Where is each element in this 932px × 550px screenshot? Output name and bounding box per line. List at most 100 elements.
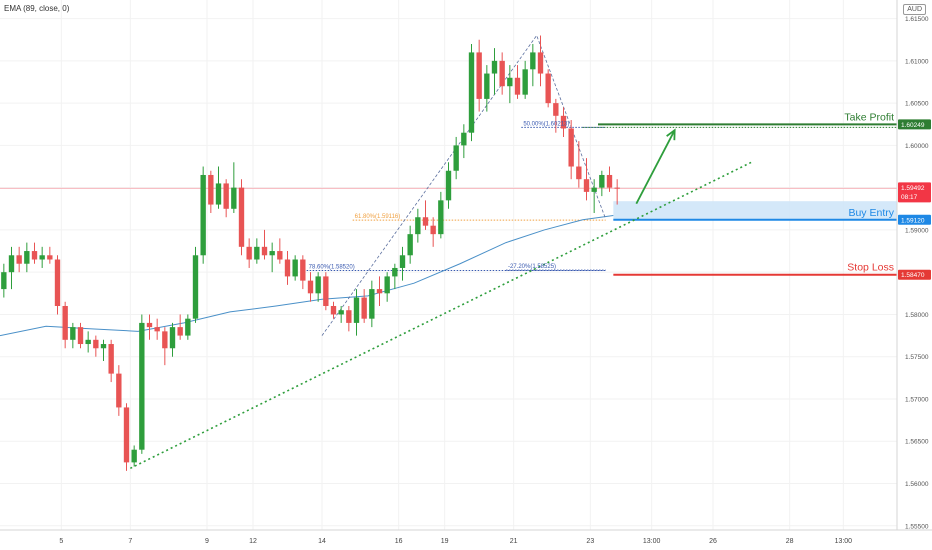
- price-axis[interactable]: 1.55500 1.56000 1.56500 1.57000 1.57500 1.580…: [896, 0, 932, 550]
- candle: [522, 60, 528, 99]
- current-price-tag: [898, 182, 931, 203]
- price-tick-label: 1.57500: [905, 354, 929, 361]
- trendline: [129, 161, 752, 470]
- arrow-shaft: [635, 129, 676, 205]
- overlay-lines: [0, 34, 752, 470]
- time-tick-label: 13:00: [835, 538, 853, 545]
- current-price-label: 1.59492: [901, 185, 925, 192]
- candle: [507, 65, 513, 104]
- candle: [330, 301, 337, 319]
- candle-body: [338, 310, 344, 315]
- candle: [376, 276, 383, 306]
- candle-body: [346, 310, 352, 323]
- candle-body: [223, 183, 229, 209]
- candle-body: [353, 297, 360, 323]
- candle: [537, 35, 544, 87]
- candle-body: [422, 217, 429, 226]
- candle-body: [484, 73, 490, 99]
- level-labels: 61.80%(1.59116) 78.60%(1.58520) 50.00%(1.6…: [309, 111, 895, 273]
- candle-body: [154, 327, 160, 332]
- candle: [62, 301, 68, 349]
- candle: [514, 65, 521, 99]
- candle: [284, 251, 291, 285]
- candle-body: [269, 251, 275, 256]
- fib-level-label: 78.60%(1.58520): [309, 264, 355, 270]
- candle-body: [238, 187, 245, 247]
- candles: [1, 35, 620, 471]
- price-tick-label: 1.60000: [905, 143, 929, 150]
- candle-body: [568, 128, 574, 167]
- trade-level-price-label: 1.59120: [901, 217, 925, 224]
- candle-body: [591, 187, 597, 192]
- candle: [591, 179, 597, 214]
- trade-level-price-tag: [898, 269, 931, 280]
- price-tick-label: 1.61000: [905, 58, 929, 65]
- candle-body: [1, 272, 7, 290]
- candle-body: [254, 246, 260, 260]
- candle: [131, 445, 137, 467]
- candle: [438, 191, 444, 239]
- currency-badge[interactable]: AUD: [903, 4, 926, 15]
- candle: [430, 217, 436, 247]
- buy-zone-rect: [613, 201, 897, 220]
- time-tick-label: 7: [128, 538, 132, 545]
- time-tick-label: 19: [441, 538, 449, 545]
- candle-body: [85, 339, 91, 345]
- candle-body: [70, 327, 76, 340]
- trade-level-price-label: 1.58470: [901, 272, 925, 279]
- candle-body: [123, 407, 130, 463]
- trade-level-price-label: 1.60249: [901, 122, 925, 129]
- candle-body: [277, 251, 283, 260]
- candle: [269, 242, 275, 273]
- candle-body: [169, 327, 176, 349]
- candle-body: [614, 187, 620, 189]
- candle: [169, 322, 176, 357]
- projection-arrow: [635, 128, 676, 205]
- time-tick-label: 23: [586, 538, 594, 545]
- time-axis[interactable]: 5 7 9 12 14 16 19 21 23 13:00 26 28 13:00: [0, 529, 932, 545]
- candle: [315, 272, 321, 302]
- candle-body: [284, 259, 291, 277]
- candle: [545, 69, 551, 108]
- candle-body: [491, 60, 498, 74]
- time-tick-label: 21: [510, 538, 518, 545]
- candle: [384, 272, 390, 302]
- candle: [139, 314, 145, 454]
- price-tick-label: 1.56000: [905, 481, 929, 488]
- price-tick-label: 1.57000: [905, 396, 929, 403]
- candle-body: [131, 449, 137, 463]
- indicator-legend[interactable]: EMA (89, close, 0): [4, 4, 70, 13]
- candle: [614, 179, 620, 205]
- candle-body: [530, 52, 536, 70]
- time-tick-label: 9: [205, 538, 209, 545]
- candle: [238, 179, 245, 256]
- time-tick-label: 14: [318, 538, 326, 545]
- candle: [123, 403, 130, 471]
- price-tick-label: 1.60500: [905, 101, 929, 108]
- price-tick-label: 1.55500: [905, 523, 929, 530]
- candle: [277, 238, 283, 264]
- candle-body: [162, 331, 168, 349]
- candle: [31, 242, 38, 264]
- candle-body: [200, 174, 206, 256]
- candle-body: [392, 267, 398, 277]
- candle-body: [24, 251, 30, 264]
- candle: [583, 158, 590, 201]
- candle-body: [560, 115, 567, 129]
- candle: [560, 107, 567, 137]
- candle-body: [438, 200, 444, 235]
- candle: [8, 246, 15, 290]
- trade-level-name: Take Profit: [844, 111, 894, 123]
- candle: [568, 120, 574, 180]
- candle: [192, 246, 199, 323]
- candle: [445, 162, 452, 209]
- price-tick-label: 1.56500: [905, 439, 929, 446]
- time-tick-label: 12: [249, 538, 257, 545]
- candle: [223, 179, 229, 218]
- candle: [323, 272, 329, 311]
- candle: [231, 162, 237, 214]
- candle-body: [116, 373, 122, 408]
- trade-level-price-tag: [898, 214, 931, 225]
- time-tick-label: 26: [709, 538, 717, 545]
- candle: [261, 229, 268, 260]
